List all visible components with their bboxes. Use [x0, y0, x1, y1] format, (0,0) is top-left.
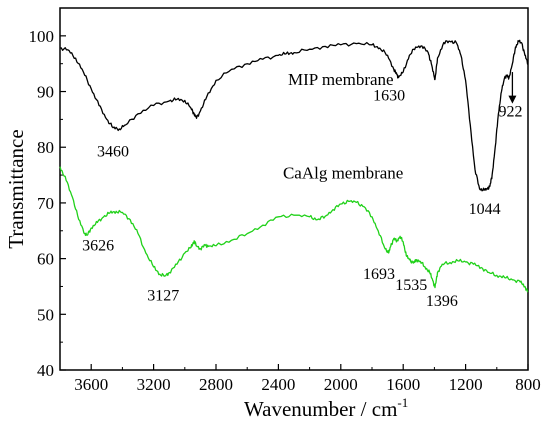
x-tick-label: 2400	[261, 375, 295, 394]
series-lines	[59, 39, 529, 293]
x-tick-label: 1600	[386, 375, 420, 394]
x-tick-label: 800	[515, 375, 541, 394]
peak-label: 1630	[373, 87, 405, 104]
x-tick-label: 3200	[137, 375, 171, 394]
x-axis-title-text: Wavenumber / cm	[244, 397, 397, 421]
plot-frame	[59, 7, 529, 371]
peak-label: 1535	[395, 277, 427, 294]
y-axis-ticks: 40 50 60 70 80 90 100	[29, 7, 66, 380]
x-axis-title-superscript: -1	[397, 395, 408, 410]
peak-label: 1396	[426, 293, 458, 310]
peak-label: 1044	[469, 201, 501, 218]
y-tick-label: 70	[37, 194, 54, 213]
peak-label: 3127	[147, 287, 179, 304]
y-tick-label: 90	[37, 83, 54, 102]
y-tick-label: 60	[37, 250, 54, 269]
x-axis-ticks: 3600 3200 2800 2400 2000 1600 1200 800	[59, 364, 541, 394]
x-tick-label: 2800	[199, 375, 233, 394]
x-tick-label: 2000	[324, 375, 358, 394]
peak-label: 922	[499, 104, 523, 121]
y-axis-title: Transmittance	[4, 129, 28, 248]
y-tick-label: 40	[37, 361, 54, 380]
arrow-marker	[508, 72, 517, 104]
peak-label: 3626	[82, 237, 114, 254]
peak-label: 1693	[363, 266, 395, 283]
x-tick-label: 3600	[74, 375, 108, 394]
series-label: MIP membrane	[288, 70, 394, 89]
series-line-mip	[59, 39, 529, 192]
y-tick-label: 100	[29, 27, 55, 46]
peak-annotations: MIP membrane 3460 1630 922 1044 CaAlg membran…	[82, 70, 522, 310]
series-label: CaAlg membrane	[283, 163, 403, 182]
arrow-head	[508, 95, 517, 104]
peak-label: 3460	[97, 144, 129, 161]
series-line-caalg	[59, 166, 529, 293]
y-tick-label: 50	[37, 305, 54, 324]
x-axis-title: Wavenumber / cm-1	[244, 395, 408, 421]
x-tick-label: 1200	[449, 375, 483, 394]
y-tick-label: 80	[37, 138, 54, 157]
